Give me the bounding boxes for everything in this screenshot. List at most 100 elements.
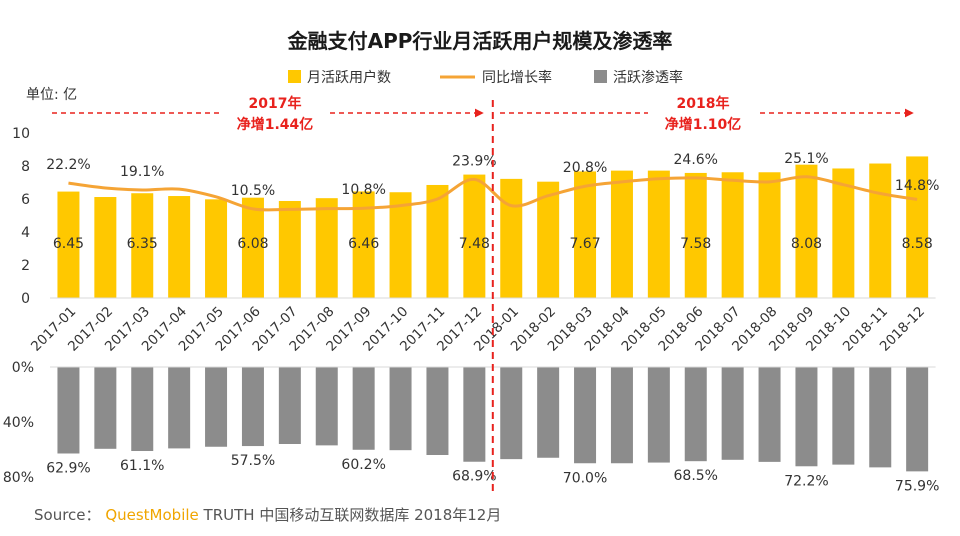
- bar-value-label: 8.08: [791, 236, 822, 252]
- y-tick-label-top: 2: [21, 258, 30, 274]
- bar-value-label: 6.35: [127, 236, 158, 252]
- bar-penetration: [315, 367, 338, 446]
- bar-value-label: 8.58: [902, 236, 933, 252]
- penetration-label: 68.5%: [674, 468, 718, 484]
- bar-mau: [537, 181, 560, 298]
- y-tick-label-top: 8: [21, 159, 30, 175]
- source-line: Source： QuestMobile TRUTH 中国移动互联网数据库 201…: [34, 504, 501, 525]
- bar-penetration: [537, 367, 560, 458]
- bar-penetration: [426, 367, 449, 455]
- bar-mau: [795, 164, 818, 298]
- growth-label: 25.1%: [784, 151, 828, 167]
- bar-penetration: [94, 367, 117, 449]
- y-tick-label-bottom: 40%: [3, 415, 34, 431]
- bar-mau: [574, 171, 597, 298]
- bar-penetration: [684, 367, 707, 462]
- bar-mau: [168, 196, 191, 298]
- bar-mau: [131, 193, 154, 298]
- bar-mau: [500, 178, 523, 298]
- unit-label: 单位: 亿: [26, 87, 77, 103]
- bar-value-label: 6.46: [348, 236, 379, 252]
- source-rest: TRUTH 中国移动互联网数据库 2018年12月: [203, 506, 502, 524]
- bar-value-label: 7.58: [680, 236, 711, 252]
- bar-value-label: 6.45: [53, 236, 84, 252]
- growth-label: 14.8%: [895, 178, 939, 194]
- bar-penetration: [131, 367, 154, 452]
- chart-title: 金融支付APP行业月活跃用户规模及渗透率: [287, 29, 673, 53]
- bar-penetration: [205, 367, 228, 447]
- penetration-label: 70.0%: [563, 470, 607, 486]
- bar-mau: [832, 168, 855, 298]
- bar-penetration: [721, 367, 744, 460]
- bar-penetration: [57, 367, 80, 454]
- bar-mau: [241, 197, 264, 298]
- penetration-label: 75.9%: [895, 478, 939, 494]
- bar-mau: [463, 174, 486, 298]
- bar-penetration: [278, 367, 301, 444]
- penetration-label: 57.5%: [231, 453, 275, 469]
- bar-penetration: [574, 367, 597, 464]
- annotation-2018-net: 净增1.10亿: [665, 116, 742, 133]
- legend-label-line: 同比增长率: [482, 69, 552, 86]
- growth-label: 10.8%: [341, 182, 385, 198]
- y-tick-label-bottom: 0%: [12, 360, 34, 376]
- bar-penetration: [647, 367, 670, 463]
- series-line-growth: [68, 175, 918, 212]
- bar-penetration: [500, 367, 523, 460]
- legend-swatch-penetration: [594, 70, 607, 83]
- annotation-2018-year: 2018年: [677, 95, 730, 112]
- y-tick-label-top: 10: [12, 126, 30, 142]
- legend-label-penetration: 活跃渗透率: [613, 69, 683, 86]
- growth-label: 24.6%: [674, 152, 718, 168]
- growth-label: 20.8%: [563, 160, 607, 176]
- bar-mau: [205, 199, 228, 298]
- bar-mau: [278, 200, 301, 298]
- growth-label: 23.9%: [452, 153, 496, 169]
- y-tick-label-top: 0: [21, 291, 30, 307]
- bar-penetration: [241, 367, 264, 447]
- bar-penetration: [832, 367, 855, 465]
- bar-mau: [647, 170, 670, 298]
- bar-penetration: [168, 367, 191, 449]
- annotation-2017-net: 净增1.44亿: [237, 116, 314, 133]
- bar-mau: [57, 191, 80, 298]
- source-prefix: Source：: [34, 506, 101, 524]
- bar-mau: [869, 163, 892, 298]
- legend-label-bar: 月活跃用户数: [307, 69, 391, 86]
- bar-penetration: [906, 367, 929, 472]
- bar-penetration: [610, 367, 633, 464]
- penetration-label: 60.2%: [341, 457, 385, 473]
- bar-value-label: 7.67: [569, 236, 600, 252]
- bar-penetration: [795, 367, 818, 467]
- y-tick-label-top: 4: [21, 225, 30, 241]
- growth-label: 19.1%: [120, 164, 164, 180]
- bar-mau: [315, 198, 338, 298]
- bar-penetration: [389, 367, 412, 451]
- bar-penetration: [463, 367, 486, 462]
- growth-label: 10.5%: [231, 183, 275, 199]
- bar-value-label: 6.08: [237, 236, 268, 252]
- bar-mau: [906, 156, 929, 298]
- penetration-label: 72.2%: [784, 473, 828, 489]
- bar-penetration: [352, 367, 375, 450]
- penetration-label: 61.1%: [120, 458, 164, 474]
- bar-mau: [721, 172, 744, 298]
- bar-mau: [610, 170, 633, 298]
- source-brand: QuestMobile: [105, 506, 199, 524]
- penetration-label: 68.9%: [452, 469, 496, 485]
- bar-mau: [389, 192, 412, 298]
- annotation-2017-year: 2017年: [249, 95, 302, 112]
- bar-mau: [352, 191, 375, 298]
- y-tick-label-top: 6: [21, 192, 30, 208]
- bar-mau: [684, 172, 707, 298]
- bar-value-label: 7.48: [459, 236, 490, 252]
- bar-mau: [758, 172, 781, 298]
- penetration-label: 62.9%: [46, 460, 90, 476]
- growth-label: 22.2%: [46, 157, 90, 173]
- bar-penetration: [758, 367, 781, 462]
- bar-mau: [426, 184, 449, 298]
- y-tick-label-bottom: 80%: [3, 470, 34, 486]
- bar-penetration: [869, 367, 892, 468]
